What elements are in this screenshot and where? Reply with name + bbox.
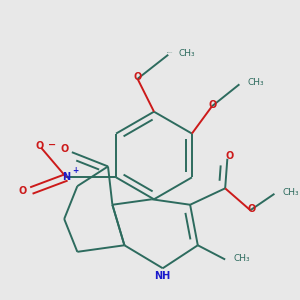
Text: methoxy: methoxy [167,51,173,52]
Text: O: O [208,100,217,110]
Text: +: + [73,166,79,175]
Text: NH: NH [154,271,171,281]
Text: N: N [62,172,70,182]
Text: CH₃: CH₃ [234,254,250,262]
Text: O: O [247,204,255,214]
Text: O: O [19,185,27,196]
Text: O: O [226,151,234,161]
Text: CH₃: CH₃ [248,78,265,87]
Text: O: O [134,72,142,82]
Text: CH₃: CH₃ [178,49,195,58]
Text: O: O [61,144,69,154]
Text: O: O [36,140,44,151]
Text: −: − [48,140,56,150]
Text: CH₃: CH₃ [283,188,300,197]
